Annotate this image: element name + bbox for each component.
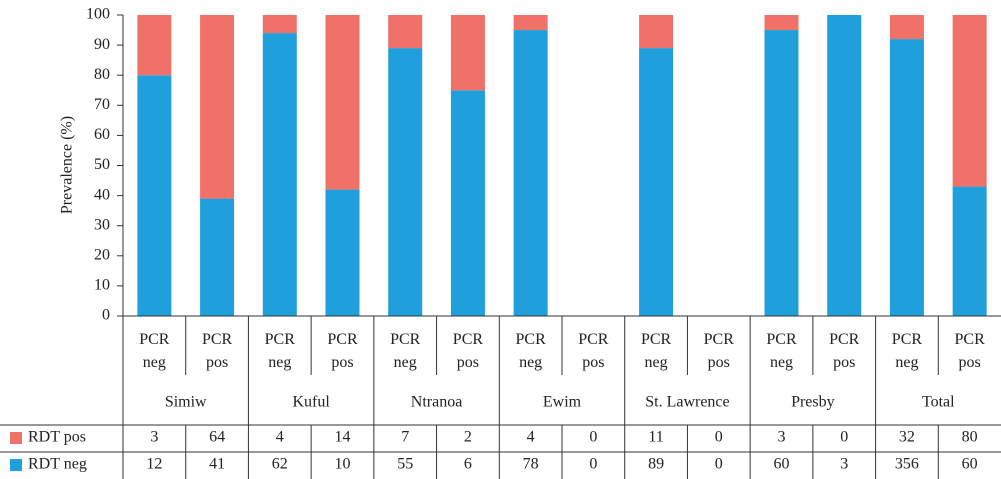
table-cell: 3 [150,429,158,446]
bar-segment [764,30,799,317]
x-tick-label: PCR pos [829,331,860,371]
y-tick-label: 50 [94,156,110,173]
table-cell: 11 [648,429,663,446]
table-cell: 3 [840,456,848,473]
y-tick-label: 30 [94,216,110,233]
table-cell: 80 [962,429,978,446]
group-label: St. Lawrence [645,394,729,411]
x-tick-label: PCR neg [390,331,421,371]
group-label: Kuful [292,394,330,411]
legend-label: RDT pos [28,429,86,446]
bar-segment [764,15,799,31]
legend-swatch [10,459,22,471]
bar-segment [513,15,548,31]
table-cell: 0 [715,456,723,473]
bar-segment [450,90,485,316]
x-tick-label: PCR neg [891,331,923,371]
y-tick-label: 0 [102,307,110,324]
table-cell: 4 [527,429,535,446]
group-label: Total [922,394,955,411]
x-tick-label: PCR pos [452,331,484,371]
bar-segment [450,15,485,91]
table-cell: 32 [899,429,915,446]
bar-segment [325,15,360,190]
x-tick-label: PCR neg [515,331,546,371]
table-cell: 0 [715,429,723,446]
table-cell: 14 [335,429,351,446]
table-cell: 64 [209,429,225,446]
group-label: Presby [791,394,835,411]
legend-swatch [10,432,22,444]
y-tick-label: 60 [94,126,110,143]
bar-segment [388,48,423,317]
y-axis-title: Prevalence (%) [59,116,76,214]
y-tick-label: 90 [94,36,110,53]
y-tick-label: 20 [94,246,110,263]
bar-segment [952,186,987,316]
bar-segment [639,15,674,49]
y-tick-label: 10 [94,277,110,294]
table-cell: 0 [589,429,597,446]
x-tick-label: PCR neg [640,331,672,371]
x-tick-label: PCR pos [327,331,358,371]
table-cell: 2 [464,429,472,446]
table-cell: 10 [335,456,351,473]
bar-segment [325,189,360,316]
table-cell: 89 [648,456,664,473]
table-cell: 4 [276,429,284,446]
table-cell: 60 [774,456,790,473]
table-cell: 0 [589,456,597,473]
table-cell: 41 [209,456,225,473]
table-cell: 3 [778,429,786,446]
x-tick-label: PCR neg [264,331,295,371]
bar-segment [639,48,674,317]
table-cell: 78 [523,456,539,473]
table-cell: 0 [840,429,848,446]
x-tick-label: PCR pos [578,331,609,371]
x-tick-label: PCR neg [139,331,170,371]
x-tick-label: PCR pos [954,331,985,371]
bar-segment [137,75,172,316]
y-tick-label: 40 [94,186,110,203]
legend-label: RDT neg [28,456,87,473]
table-cell: 7 [401,429,409,446]
table-cell: 60 [962,456,978,473]
bar-segment [952,15,987,187]
group-label: Ntranoa [411,394,463,411]
table-cell: 12 [146,456,162,473]
bar-segment [889,15,924,40]
table-cell: 356 [895,456,919,473]
bar-segment [827,15,862,316]
bar-segment [513,30,548,317]
bar-segment [889,39,924,317]
y-tick-label: 100 [86,6,110,23]
x-tick-label: PCR neg [766,331,797,371]
group-label: Ewim [543,394,582,411]
x-tick-label: PCR pos [703,331,734,371]
bar-segment [262,15,297,34]
bar-segment [137,15,172,76]
table-cell: 62 [272,456,288,473]
table-cell: 6 [464,456,472,473]
x-tick-label: PCR pos [201,331,233,371]
bar-segment [262,33,297,317]
table-cell: 55 [397,456,413,473]
bar-segment [200,198,235,316]
y-tick-label: 80 [94,66,110,83]
bar-segment [388,15,423,49]
group-label: Simiw [165,394,207,411]
y-tick-label: 70 [94,96,110,113]
bar-segment [200,15,235,199]
